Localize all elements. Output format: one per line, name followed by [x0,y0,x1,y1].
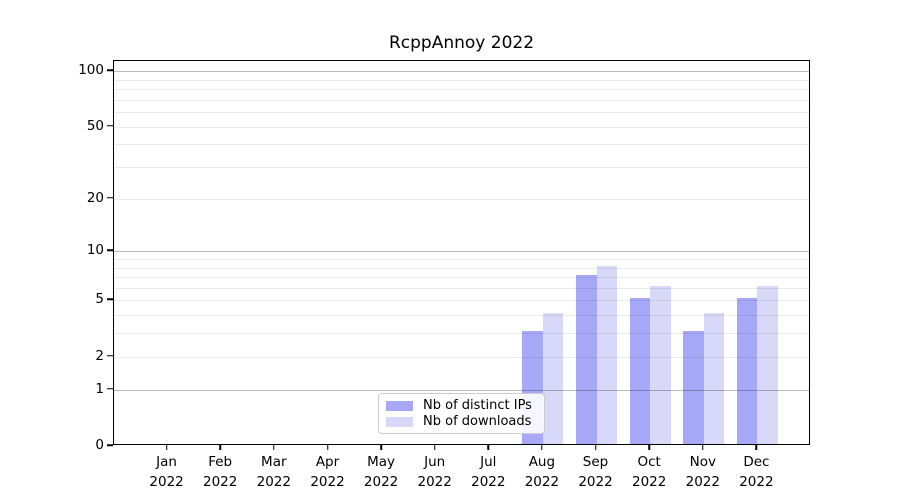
bar-downloads-nov [703,313,725,444]
y-tick-mark [107,196,113,199]
legend-label-downloads: Nb of downloads [423,414,532,429]
x-tick-mark [755,445,758,450]
legend: Nb of distinct IPs Nb of downloads [378,393,545,434]
x-tick-mark [165,445,168,450]
y-tick-label: 1 [95,380,104,397]
x-tick-mark [380,445,382,450]
y-tick-mark [107,69,113,71]
legend-item-downloads: Nb of downloads [386,414,537,429]
x-tick-label: Feb 2022 [203,454,238,491]
bar-downloads-dec [757,285,778,444]
gridline-minor [114,287,809,289]
y-tick-label: 100 [78,62,104,78]
bars-layer [114,61,809,444]
x-tick-label: Nov 2022 [685,454,720,491]
bar-ips-nov [683,331,704,444]
gridline-minor [114,333,809,335]
bar-ips-dec [736,298,758,444]
x-tick-label: Mar 2022 [256,454,291,491]
y-tick-mark [107,124,113,127]
gridline-minor [114,198,809,200]
legend-swatch-downloads [386,416,413,427]
plot-area: Nb of distinct IPs Nb of downloads [113,60,810,445]
x-tick-mark [273,445,275,450]
bar-ips-oct [629,298,651,444]
x-tick-mark [594,445,597,450]
y-tick-mark [107,298,113,301]
gridline-minor [114,356,809,358]
gridline-minor [114,144,809,146]
x-tick-label: Aug 2022 [524,454,560,491]
legend-label-distinct-ips: Nb of distinct IPs [423,398,532,413]
gridline-minor [114,277,809,278]
x-tick-mark [702,445,704,450]
bar-downloads-sep [596,265,617,444]
x-tick-label: Jul 2022 [471,454,506,491]
y-tick-mark [107,354,113,357]
y-tick-mark [107,249,113,251]
x-tick-mark [487,445,490,450]
x-tick-label: May 2022 [363,454,399,491]
y-tick-label: 2 [95,347,104,364]
y-tick-mark [107,387,113,390]
y-tick-label: 50 [86,117,104,134]
gridline-minor [114,99,809,101]
chart-title: RcppAnnoy 2022 [388,33,535,53]
gridline-minor [114,88,809,90]
y-tick-label: 5 [95,291,104,308]
gridline-major [114,71,809,72]
x-tick-label: Sep 2022 [578,454,613,491]
gridlines-layer [114,61,809,444]
bar-downloads-aug [542,313,564,444]
x-tick-label: Dec 2022 [739,454,774,491]
gridline-minor [114,267,809,269]
bar-ips-sep [576,275,597,444]
gridline-minor [114,112,809,113]
x-tick-mark [219,445,221,450]
legend-item-distinct-ips: Nb of distinct IPs [386,398,537,413]
gridline-minor [114,126,809,128]
x-tick-mark [326,445,329,450]
x-tick-mark [541,445,543,450]
legend-swatch-distinct-ips [386,400,413,411]
gridline-minor [114,300,809,302]
x-tick-mark [648,445,650,450]
x-tick-label: Jun 2022 [417,454,452,491]
gridline-minor [114,315,809,317]
gridline-minor [114,258,809,260]
y-tick-mark [107,444,113,446]
y-tick-label: 0 [95,437,104,453]
gridline-major [114,251,809,253]
x-tick-label: Jan 2022 [149,454,184,491]
x-tick-label: Oct 2022 [632,454,667,491]
bar-downloads-oct [650,285,671,444]
x-tick-label: Apr 2022 [310,454,345,491]
gridline-minor [114,79,809,81]
x-tick-mark [433,445,436,450]
y-tick-label: 10 [86,242,104,259]
gridline-major [114,389,809,391]
y-tick-label: 20 [86,189,104,206]
gridline-minor [114,167,809,168]
